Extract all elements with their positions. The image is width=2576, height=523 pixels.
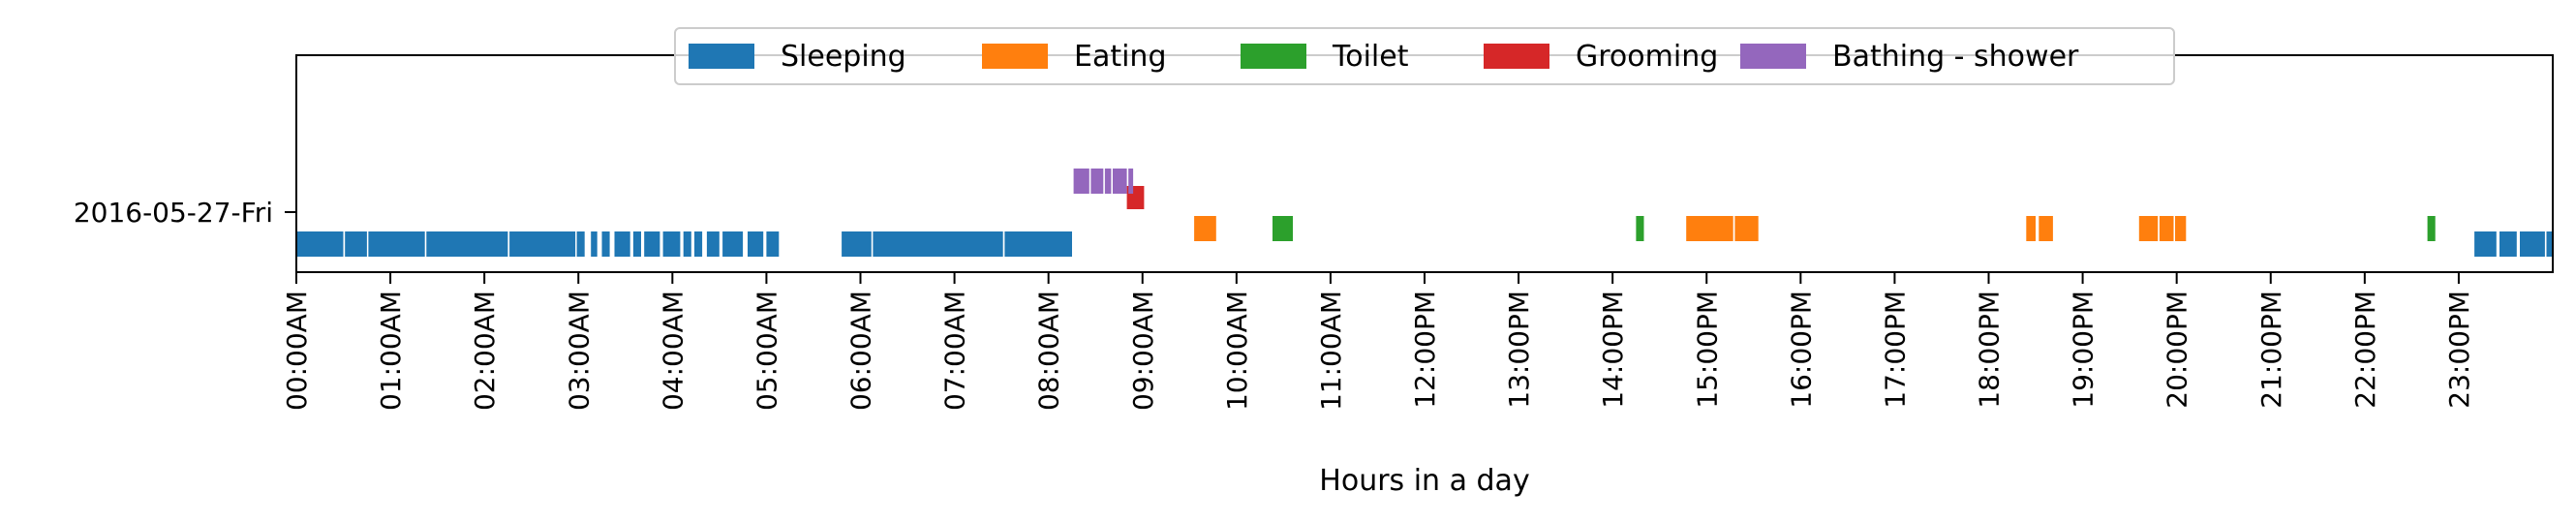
y-tick-label: 2016-05-27-Fri <box>74 197 273 229</box>
x-tick-label: 19:00PM <box>2068 291 2100 409</box>
sleeping-interval-bar <box>591 231 598 257</box>
x-tick-label: 22:00PM <box>2349 291 2381 409</box>
y-axis: 2016-05-27-Fri <box>74 197 296 229</box>
toilet-interval-bar <box>2427 216 2436 241</box>
sleeping-interval-bar <box>644 231 660 257</box>
sleeping-interval-bar <box>2499 231 2517 257</box>
x-tick-label: 20:00PM <box>2162 291 2193 409</box>
sleeping-interval-bar <box>694 231 703 257</box>
eating-interval-bar <box>2175 216 2187 241</box>
eating-interval-bar <box>2159 216 2174 241</box>
bathing-shower-interval-bar <box>1073 169 1089 194</box>
x-tick-label: 04:00AM <box>657 291 689 411</box>
x-tick-label: 16:00PM <box>1785 291 1817 409</box>
sleeping-interval-bar <box>345 231 367 257</box>
x-tick-label: 02:00AM <box>469 291 501 411</box>
legend-label-bathing-shower: Bathing - shower <box>1832 40 2079 74</box>
sleeping-interval-bar <box>632 231 641 257</box>
sleeping-interval-bar <box>873 231 1003 257</box>
legend-label-sleeping: Sleeping <box>781 40 906 74</box>
sleeping-interval-bar <box>601 231 610 257</box>
legend-label-toilet: Toilet <box>1332 40 1409 74</box>
legend-label-eating: Eating <box>1074 40 1167 74</box>
eating-interval-bar <box>1686 216 1733 241</box>
legend-frame <box>674 27 2175 85</box>
sleeping-interval-bar <box>2546 231 2553 257</box>
sleeping-interval-bar <box>2474 231 2497 257</box>
x-tick-label: 07:00AM <box>939 291 971 411</box>
bathing-shower-interval-bar <box>1113 169 1127 194</box>
eating-interval-bar <box>2039 216 2053 241</box>
x-tick-label: 08:00AM <box>1033 291 1065 411</box>
x-axis-title: Hours in a day <box>1319 464 1529 498</box>
legend-swatch-eating <box>982 44 1048 69</box>
x-tick-label: 12:00PM <box>1409 291 1441 409</box>
sleeping-interval-bar <box>662 231 681 257</box>
legend-swatch-grooming <box>1484 44 1549 69</box>
x-tick-label: 03:00AM <box>563 291 595 411</box>
toilet-interval-bar <box>1636 216 1644 241</box>
x-tick-label: 01:00AM <box>375 291 407 411</box>
eating-interval-bar <box>2026 216 2036 241</box>
x-tick-label: 05:00AM <box>751 291 782 411</box>
x-tick-label: 17:00PM <box>1879 291 1911 409</box>
sleeping-interval-bar <box>706 231 720 257</box>
sleeping-interval-bar <box>722 231 744 257</box>
toilet-interval-bar <box>1273 216 1293 241</box>
sleeping-interval-bar <box>683 231 691 257</box>
x-axis-ticks: 00:00AM 01:00AM 02:00AM 03:00AM 04:00AM 05:00… <box>281 272 2475 411</box>
sleeping-interval-bar <box>766 231 780 257</box>
sleeping-interval-bar <box>2520 231 2545 257</box>
bathing-shower-interval-bar <box>1090 169 1104 194</box>
sleeping-interval-bar <box>509 231 576 257</box>
x-tick-label: 11:00AM <box>1315 291 1347 411</box>
sleeping-interval-bar <box>614 231 630 257</box>
sleeping-interval-bar <box>842 231 872 257</box>
x-tick-label: 06:00AM <box>845 291 877 411</box>
sleeping-interval-bar <box>368 231 425 257</box>
x-tick-label: 13:00PM <box>1503 291 1535 409</box>
legend: Sleeping Eating Toilet Grooming Bathing - sh… <box>674 27 2175 85</box>
bathing-shower-interval-bar <box>1128 169 1134 194</box>
sleeping-interval-bar <box>576 231 585 257</box>
x-tick-label: 10:00AM <box>1221 291 1253 411</box>
x-tick-label: 23:00PM <box>2443 291 2475 409</box>
activity-bars <box>296 169 2553 257</box>
x-tick-label: 09:00AM <box>1127 291 1159 411</box>
x-tick-label: 14:00PM <box>1597 291 1629 409</box>
sleeping-interval-bar <box>1004 231 1072 257</box>
x-tick-label: 21:00PM <box>2255 291 2287 409</box>
x-tick-label: 15:00PM <box>1691 291 1723 409</box>
eating-interval-bar <box>1734 216 1759 241</box>
legend-swatch-sleeping <box>689 44 754 69</box>
legend-label-grooming: Grooming <box>1576 40 1718 74</box>
sleeping-interval-bar <box>296 231 344 257</box>
x-tick-label: 18:00PM <box>1974 291 2006 409</box>
sleeping-interval-bar <box>748 231 764 257</box>
sleeping-interval-bar <box>426 231 508 257</box>
eating-interval-bar <box>1194 216 1216 241</box>
bathing-shower-interval-bar <box>1104 169 1112 194</box>
eating-interval-bar <box>2138 216 2159 241</box>
x-tick-label: 00:00AM <box>281 291 313 411</box>
legend-swatch-toilet <box>1241 44 1306 69</box>
legend-swatch-bathing-shower <box>1740 44 1806 69</box>
